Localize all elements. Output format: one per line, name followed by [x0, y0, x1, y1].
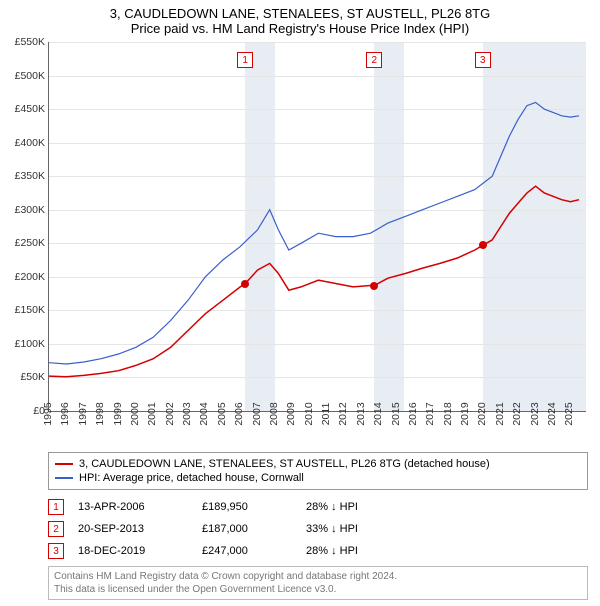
sale-row: 3 18-DEC-2019 £247,000 28% ↓ HPI [48, 540, 588, 562]
credits-line1: Contains HM Land Registry data © Crown c… [54, 570, 582, 583]
legend-swatch [55, 463, 73, 465]
sale-delta: 28% ↓ HPI [306, 501, 358, 513]
sale-dot [370, 282, 378, 290]
y-axis-label: £200K [5, 271, 45, 283]
sale-marker: 1 [237, 52, 253, 68]
y-axis-label: £250K [5, 237, 45, 249]
y-axis-label: £350K [5, 170, 45, 182]
series-hpi [49, 102, 579, 364]
legend-label: HPI: Average price, detached house, Corn… [79, 472, 304, 484]
title-line2: Price paid vs. HM Land Registry's House … [6, 21, 594, 36]
sales-list: 1 13-APR-2006 £189,950 28% ↓ HPI 2 20-SEP-201… [48, 496, 588, 562]
sale-price: £187,000 [202, 523, 292, 535]
y-axis-label: £400K [5, 137, 45, 149]
title-line1: 3, CAUDLEDOWN LANE, STENALEES, ST AUSTEL… [6, 6, 594, 21]
series-property [49, 186, 579, 377]
price-chart: £0£50K£100K£150K£200K£250K£300K£350K£400… [48, 42, 586, 412]
sale-row-marker: 3 [48, 543, 64, 559]
legend-item: 3, CAUDLEDOWN LANE, STENALEES, ST AUSTEL… [55, 457, 581, 471]
y-axis-label: £150K [5, 304, 45, 316]
sale-delta: 33% ↓ HPI [306, 523, 358, 535]
y-axis-label: £50K [5, 371, 45, 383]
sale-row-marker: 2 [48, 521, 64, 537]
y-axis-label: £300K [5, 204, 45, 216]
y-axis-label: £100K [5, 338, 45, 350]
y-axis-label: £0 [5, 405, 45, 417]
sale-dot [479, 241, 487, 249]
chart-lines [49, 42, 586, 411]
sale-date: 13-APR-2006 [78, 501, 188, 513]
y-axis-label: £550K [5, 36, 45, 48]
sale-row-marker: 1 [48, 499, 64, 515]
legend-label: 3, CAUDLEDOWN LANE, STENALEES, ST AUSTEL… [79, 458, 490, 470]
x-axis-ticks: 1995199619971998199920002001200220032004… [48, 412, 586, 446]
sale-date: 20-SEP-2013 [78, 523, 188, 535]
credits-box: Contains HM Land Registry data © Crown c… [48, 566, 588, 600]
legend-swatch [55, 477, 73, 479]
legend: 3, CAUDLEDOWN LANE, STENALEES, ST AUSTEL… [48, 452, 588, 490]
sale-dot [241, 280, 249, 288]
sale-price: £189,950 [202, 501, 292, 513]
chart-container: 3, CAUDLEDOWN LANE, STENALEES, ST AUSTEL… [0, 0, 600, 606]
y-axis-label: £500K [5, 70, 45, 82]
sale-date: 18-DEC-2019 [78, 545, 188, 557]
sale-delta: 28% ↓ HPI [306, 545, 358, 557]
sale-marker: 2 [366, 52, 382, 68]
sale-price: £247,000 [202, 545, 292, 557]
sale-row: 2 20-SEP-2013 £187,000 33% ↓ HPI [48, 518, 588, 540]
y-axis-label: £450K [5, 103, 45, 115]
sale-row: 1 13-APR-2006 £189,950 28% ↓ HPI [48, 496, 588, 518]
legend-item: HPI: Average price, detached house, Corn… [55, 471, 581, 485]
sale-marker: 3 [475, 52, 491, 68]
